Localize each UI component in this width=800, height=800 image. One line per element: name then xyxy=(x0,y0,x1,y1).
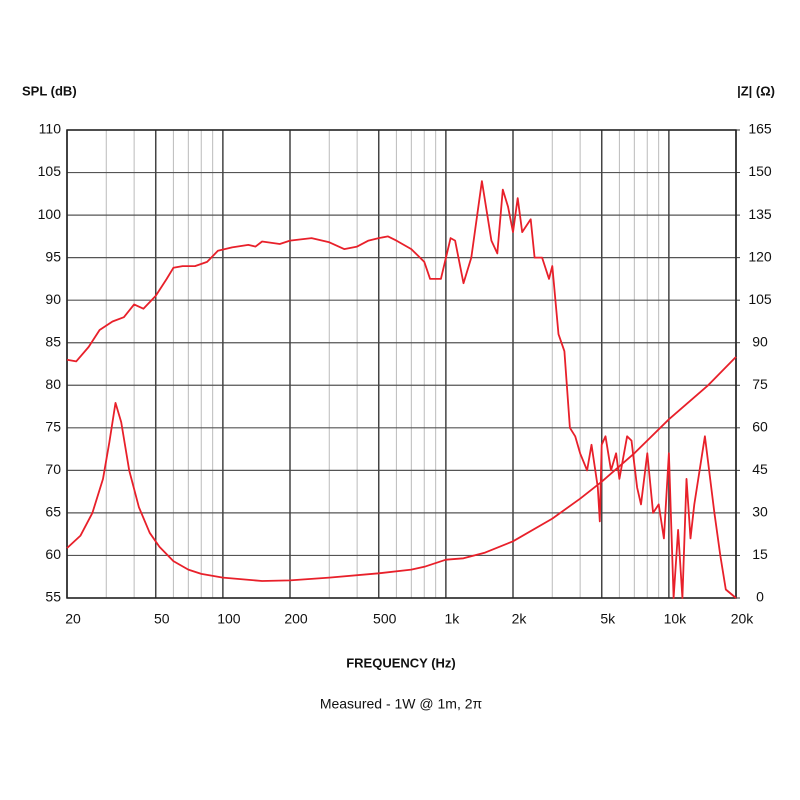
y-axis-label: SPL (dB) xyxy=(22,83,77,98)
y2-tick-label: 90 xyxy=(752,333,768,349)
x-axis-label: FREQUENCY (Hz) xyxy=(346,655,456,670)
y-tick-label: 55 xyxy=(45,589,61,605)
y2-tick-label: 165 xyxy=(748,121,772,137)
y-tick-label: 85 xyxy=(45,333,61,349)
y2-tick-label: 15 xyxy=(752,546,768,562)
y-tick-label: 75 xyxy=(45,419,61,435)
y2-tick-label: 120 xyxy=(748,248,772,264)
x-tick-label: 2k xyxy=(512,611,528,627)
y2-axis-label: |Z| (Ω) xyxy=(737,83,775,98)
plot-frame xyxy=(66,129,737,599)
y-tick-label: 110 xyxy=(39,121,62,137)
y2-tick-label: 150 xyxy=(748,163,772,179)
y-tick-label: 100 xyxy=(38,206,62,222)
y2-tick-label: 75 xyxy=(752,376,768,392)
impedance-line xyxy=(66,356,737,582)
x-tick-label: 100 xyxy=(217,611,241,627)
y2-tick-label: 60 xyxy=(752,419,768,435)
x-tick-label: 200 xyxy=(284,611,308,627)
y2-tick-label: 30 xyxy=(752,504,768,520)
y2-tick-label: 105 xyxy=(748,291,772,307)
y2-tick-label: 45 xyxy=(752,461,768,477)
y2-tick-label: 0 xyxy=(756,589,764,605)
subtitle: Measured - 1W @ 1m, 2π xyxy=(320,696,483,712)
x-tick-label: 500 xyxy=(373,611,397,627)
x-tick-label: 20k xyxy=(731,611,755,627)
y-tick-label: 70 xyxy=(45,461,61,477)
x-tick-label: 20 xyxy=(65,611,81,627)
y-tick-label: 60 xyxy=(45,546,61,562)
x-tick-label: 10k xyxy=(664,611,688,627)
spl-line xyxy=(66,180,737,599)
y-tick-label: 105 xyxy=(38,163,62,179)
x-tick-label: 5k xyxy=(600,611,616,627)
y-tick-label: 65 xyxy=(45,504,61,520)
y2-tick-label: 135 xyxy=(748,206,772,222)
y-tick-label: 95 xyxy=(45,248,61,264)
x-tick-label: 50 xyxy=(154,611,170,627)
x-tick-label: 1k xyxy=(444,611,460,627)
y-tick-label: 90 xyxy=(45,291,61,307)
y-tick-label: 80 xyxy=(45,376,61,392)
